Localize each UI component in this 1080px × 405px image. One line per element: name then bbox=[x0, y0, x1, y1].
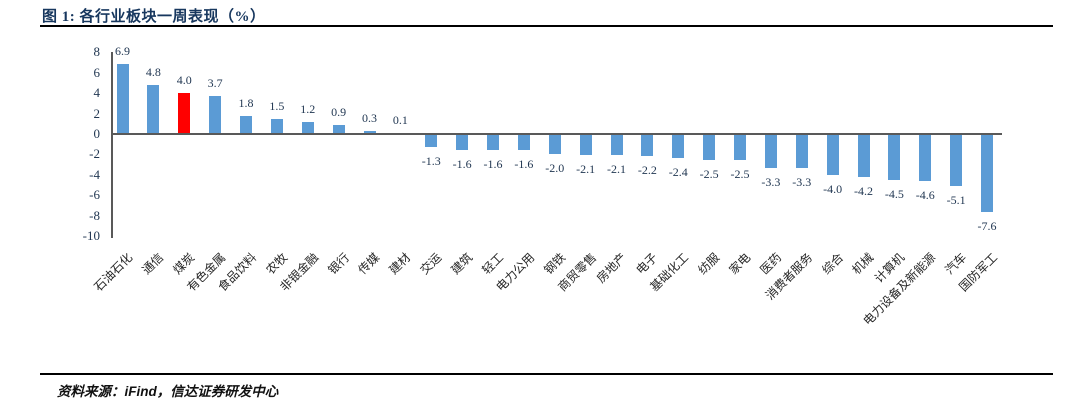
bar bbox=[270, 118, 283, 134]
x-axis-category-label: 建材 bbox=[386, 250, 414, 278]
bar-value-label: -5.1 bbox=[946, 193, 966, 208]
x-axis-category-label: 钢铁 bbox=[541, 250, 568, 278]
bar bbox=[764, 134, 777, 168]
bar bbox=[857, 134, 870, 177]
bar-value-label: 0.9 bbox=[331, 104, 347, 119]
bar bbox=[209, 96, 222, 134]
bar-value-label: 4.8 bbox=[145, 65, 161, 80]
x-axis-category-label: 房地产 bbox=[594, 250, 630, 286]
bar bbox=[332, 124, 345, 134]
source-label: 资料来源： bbox=[57, 384, 125, 399]
figure-title: 图 1: 各行业板块一周表现（%） bbox=[42, 9, 266, 25]
bar bbox=[795, 134, 808, 168]
x-axis-category-label: 农牧 bbox=[263, 250, 291, 278]
bar bbox=[178, 93, 191, 134]
bar-value-label: 1.8 bbox=[238, 95, 254, 110]
bar-value-label: -4.5 bbox=[884, 186, 904, 201]
bar-value-label: 4.0 bbox=[176, 73, 192, 88]
industry-week-performance-chart: 8 6 4 2 0 -2 -4 -6 -8 -10 6.9 石油石化 4.8 通信 4.0 煤炭 3.7 有色金属… bbox=[82, 43, 1002, 328]
bar-value-label: -2.2 bbox=[637, 163, 657, 178]
x-axis-category-label: 传媒 bbox=[355, 250, 383, 278]
bar-value-label: -2.5 bbox=[699, 166, 719, 181]
bar bbox=[240, 115, 252, 134]
bar-value-label: 6.9 bbox=[115, 43, 130, 58]
bar bbox=[301, 121, 314, 134]
x-axis-category-label: 纺服 bbox=[695, 250, 723, 278]
bar-value-label: 3.7 bbox=[207, 76, 223, 91]
x-axis-line bbox=[112, 133, 1002, 135]
y-axis-line bbox=[111, 52, 113, 238]
bar bbox=[950, 134, 963, 187]
bar-value-label: -2.0 bbox=[545, 161, 565, 176]
x-axis-category-label: 通信 bbox=[139, 250, 167, 278]
y-axis-tick-label: -6 bbox=[89, 187, 100, 203]
bar-value-label: -3.3 bbox=[761, 174, 781, 189]
bar-value-label: 1.5 bbox=[269, 98, 285, 113]
y-axis-tick-label: -8 bbox=[89, 207, 100, 223]
bar-value-label: 0.3 bbox=[362, 110, 377, 125]
bar-value-label: -1.6 bbox=[514, 157, 534, 172]
source-note: 资料来源：iFind，信达证券研发中心 bbox=[57, 380, 278, 400]
y-axis-tick-label: 8 bbox=[93, 44, 101, 60]
bar bbox=[703, 134, 716, 160]
x-axis-category-label: 交运 bbox=[417, 250, 445, 278]
source-center-text: ，信达证券研发中心 bbox=[156, 384, 279, 399]
bar bbox=[981, 134, 993, 212]
bar-value-label: -4.0 bbox=[823, 181, 843, 196]
x-axis-category-label: 建筑 bbox=[448, 250, 476, 278]
x-axis-category-label: 银行 bbox=[324, 250, 352, 278]
bar-value-label: -4.2 bbox=[854, 183, 873, 198]
y-axis-tick-label: -10 bbox=[82, 228, 100, 243]
bar bbox=[888, 134, 901, 180]
bar-value-label: -4.6 bbox=[915, 187, 935, 202]
bar-value-label: -1.6 bbox=[452, 157, 472, 172]
bar-value-label: -2.4 bbox=[668, 165, 688, 180]
bar bbox=[610, 134, 623, 156]
x-axis-category-label: 轻工 bbox=[479, 250, 507, 278]
bar bbox=[548, 134, 561, 155]
x-axis-category-label: 家电 bbox=[726, 250, 754, 278]
y-axis-tick-label: 4 bbox=[93, 85, 101, 101]
bar-value-label: -3.3 bbox=[792, 174, 812, 189]
x-axis-category-label: 石油石化 bbox=[91, 250, 136, 295]
y-axis-tick-label: 6 bbox=[93, 64, 101, 80]
x-axis-category-label: 综合 bbox=[818, 250, 846, 278]
bar-value-label: -2.5 bbox=[730, 166, 750, 181]
bar-value-label: -7.6 bbox=[977, 218, 997, 233]
bar-value-label: -2.1 bbox=[576, 162, 596, 177]
bar bbox=[672, 134, 685, 159]
bar bbox=[425, 134, 438, 148]
bar-value-label: -2.1 bbox=[607, 162, 626, 177]
bar bbox=[919, 134, 932, 181]
bar bbox=[641, 134, 654, 157]
bar bbox=[147, 85, 160, 134]
bar-value-label: 1.2 bbox=[300, 101, 316, 116]
footer-rule bbox=[40, 373, 1053, 375]
y-axis-tick-label: 2 bbox=[93, 105, 101, 121]
bar-value-label: -1.6 bbox=[483, 157, 503, 172]
y-axis-tick-label: 0 bbox=[93, 126, 101, 141]
x-axis-category-label: 医药 bbox=[757, 250, 785, 278]
bar-value-label: 0.1 bbox=[392, 112, 408, 127]
source-ifind-text: iFind bbox=[124, 384, 157, 399]
bar bbox=[116, 63, 129, 134]
y-axis-tick-label: -2 bbox=[89, 146, 100, 162]
bar bbox=[734, 134, 746, 160]
bar bbox=[487, 134, 499, 151]
bar bbox=[579, 134, 592, 156]
bar bbox=[517, 134, 530, 151]
bar bbox=[456, 134, 469, 151]
title-underline bbox=[40, 25, 1053, 27]
bar-value-label: -1.3 bbox=[421, 154, 441, 169]
y-axis-tick-label: -4 bbox=[89, 166, 100, 182]
bar bbox=[363, 130, 376, 134]
bar bbox=[826, 134, 839, 175]
